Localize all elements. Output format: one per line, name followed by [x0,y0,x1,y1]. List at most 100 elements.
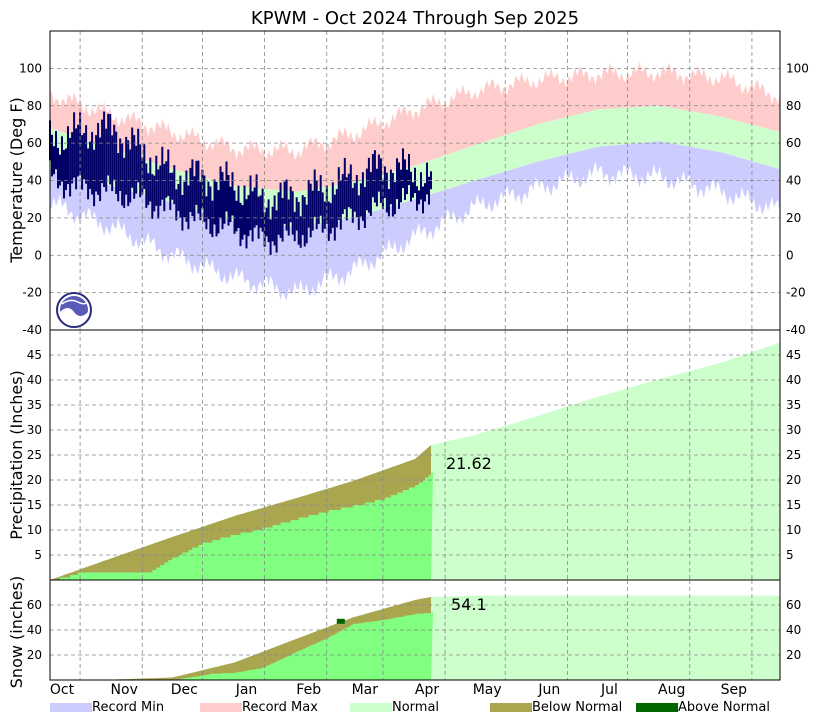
observed-temp-bar [207,181,210,220]
observed-temp-bar [109,114,112,185]
precipitation-ytick-right: 15 [786,498,801,512]
observed-temp-bar [305,204,308,244]
observed-temp-bar [69,137,72,197]
observed-temp-bar [107,113,110,176]
observed-temp-bar [331,182,334,228]
observed-temp-bar [249,175,252,231]
observed-temp-bar [313,169,316,217]
observed-temp-bar [271,206,274,242]
observed-temp-bar [363,187,366,228]
observed-temp-bar [357,195,360,230]
observed-temp-bar [267,199,270,243]
observed-temp-bar [145,163,148,208]
observed-temp-bar [111,135,114,192]
observed-temp-bar [422,186,424,214]
observed-temp-bar [185,170,188,222]
observed-temp-bar [297,202,300,245]
snow-frame [49,579,781,681]
observed-temp-bar [231,172,234,216]
observed-temp-bar [167,149,170,196]
temperature-ytick-right: 0 [786,248,794,262]
precipitation-ytick-right: 10 [786,523,801,537]
snow-panel: 20 20 40 40 60 60 54.1 [27,579,801,681]
observed-temp-bar [265,207,268,237]
observed-temp-bar [299,216,302,248]
legend-swatch [350,703,392,712]
observed-temp-bar [339,180,342,230]
legend-label: Above Normal [678,700,770,715]
observed-temp-bar [321,192,324,233]
noaa-logo [56,292,92,328]
observed-temp-bar [307,179,310,228]
observed-temp-bar [325,185,328,224]
temperature-ytick-left: 100 [19,61,42,75]
observed-temp-bar [233,190,236,234]
observed-temperature-bars [49,111,432,255]
observed-temp-bar [428,176,430,205]
observed-temp-bar [345,177,348,221]
precipitation-ytick-left: 15 [27,498,42,512]
observed-temp-bar [327,201,330,241]
observed-temp-bar [101,119,104,184]
observed-temp-bar [121,143,124,206]
observed-temp-bar [89,141,92,189]
observed-temp-bar [255,174,258,226]
observed-temp-bar [85,125,88,184]
observed-temp-bar [237,185,240,228]
observed-temp-bar [143,144,146,189]
observed-temp-bar [273,195,276,246]
legend-swatch [636,703,678,712]
legend-label: Below Normal [532,700,622,715]
observed-temp-bar [229,186,232,222]
chart-title: KPWM - Oct 2024 Through Sep 2025 [251,8,579,29]
observed-temp-bar [189,167,192,212]
observed-temp-bar [371,154,374,198]
observed-temp-bar [383,166,386,198]
observed-temp-bar [91,131,94,195]
precipitation-axis-label: Precipitation (Inches) [7,370,26,540]
observed-temp-bar [398,162,400,209]
precipitation-ytick-left: 20 [27,473,42,487]
observed-temp-bar [402,148,404,189]
observed-temp-bar [55,131,57,170]
observed-temp-bar [61,136,63,182]
observed-temp-bar [93,149,96,207]
observed-temp-bar [119,138,122,191]
observed-temp-bar [359,183,362,217]
month-label: Dec [171,682,198,698]
precipitation-ytick-left: 30 [27,423,42,437]
observed-temp-bar [269,219,272,255]
precipitation-ytick-left: 10 [27,523,42,537]
legend-swatch [490,703,532,712]
observed-temp-bar [337,167,340,220]
observed-temp-bar [139,144,142,198]
observed-temp-bar [361,172,364,221]
observed-temp-bar [147,173,150,206]
observed-temp-bar [103,111,106,187]
temperature-ytick-right: 20 [786,211,801,225]
temperature-ytick-left: 80 [27,99,42,113]
record-max-band [50,61,780,192]
observed-temp-bar [135,145,138,194]
snow-ytick-left: 60 [27,598,42,612]
observed-temp-bar [99,137,102,202]
observed-temp-bar [367,157,370,213]
observed-temp-bar [53,146,55,175]
month-label: Sep [721,682,748,698]
observed-temp-bar [424,183,426,202]
observed-temp-bar [333,194,336,241]
observed-temp-bar [205,196,208,230]
observed-temp-bar [251,191,254,242]
observed-temp-bar [295,197,298,231]
observed-temp-bar [283,181,286,224]
month-label: Mar [352,682,379,698]
temperature-ytick-left: 40 [27,174,42,188]
observed-temp-bar [335,189,338,228]
observed-temp-bar [131,127,134,188]
observed-temp-bar [365,168,368,211]
observed-temp-bar [319,175,322,216]
observed-temp-bar [65,148,67,191]
observed-temp-bar [291,191,294,235]
observed-temp-bar [71,132,74,184]
